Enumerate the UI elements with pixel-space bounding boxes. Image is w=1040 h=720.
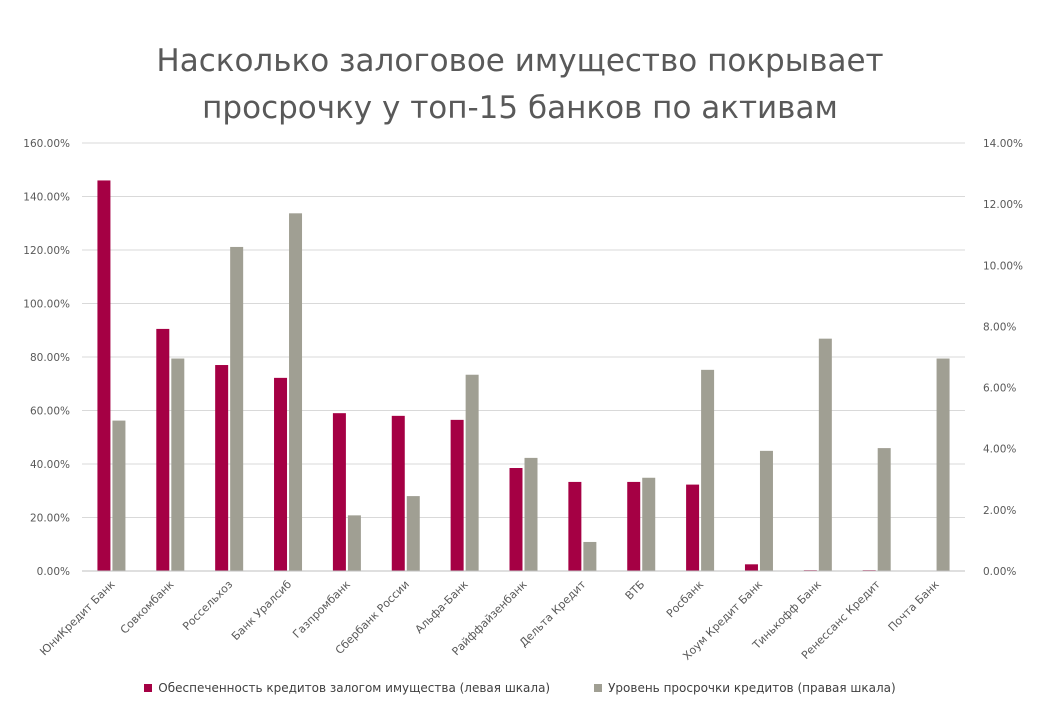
x-category-label: Совкомбанк: [118, 578, 177, 637]
x-category-label: Россельхоз: [180, 578, 235, 633]
x-category-label: Альфа-Банк: [413, 578, 471, 636]
x-category-label: Почта Банк: [886, 578, 942, 634]
x-category-label: Росбанк: [664, 578, 707, 621]
bar-overdue: [701, 369, 715, 571]
y-left-tick-label: 80.00%: [30, 352, 70, 364]
bar-collateral: [274, 377, 288, 571]
y-right-tick-label: 10.00%: [983, 260, 1023, 272]
bar-collateral: [509, 468, 523, 571]
y-right-tick-label: 0.00%: [983, 566, 1016, 578]
legend-label-overdue: Уровень просрочки кредитов (правая шкала…: [608, 681, 896, 695]
y-right-tick-label: 8.00%: [983, 321, 1016, 333]
y-left-tick-label: 100.00%: [23, 299, 70, 311]
bar-collateral: [744, 564, 758, 571]
x-category-label: ЮниКредит Банк: [37, 578, 118, 659]
y-right-tick-label: 6.00%: [983, 383, 1016, 395]
bar-collateral: [450, 419, 464, 571]
bar-overdue: [642, 477, 656, 571]
y-left-tick-label: 140.00%: [23, 192, 70, 204]
y-left-tick-label: 20.00%: [30, 513, 70, 525]
bar-collateral: [156, 328, 170, 571]
chart-title: Насколько залоговое имущество покрывает …: [0, 38, 1040, 132]
legend-item-overdue: Уровень просрочки кредитов (правая шкала…: [594, 681, 896, 695]
bar-overdue: [289, 213, 303, 572]
bar-overdue: [112, 420, 126, 571]
y-right-tick-label: 12.00%: [983, 199, 1023, 211]
y-left-tick-label: 120.00%: [23, 245, 70, 257]
bar-collateral: [686, 484, 700, 571]
legend-swatch-overdue: [594, 684, 603, 692]
bar-collateral: [391, 415, 405, 571]
bar-collateral: [215, 365, 229, 571]
x-category-label: ВТБ: [623, 578, 648, 603]
y-left-tick-label: 40.00%: [30, 459, 70, 471]
bar-overdue: [230, 246, 244, 571]
y-left-tick-label: 0.00%: [37, 566, 70, 578]
y-left-tick-label: 160.00%: [23, 138, 70, 150]
bar-overdue: [406, 496, 420, 571]
bar-overdue: [171, 358, 185, 571]
bar-collateral: [97, 180, 111, 571]
legend: Обеспеченность кредитов залогом имуществ…: [0, 681, 1040, 695]
y-right-tick-label: 2.00%: [983, 505, 1016, 517]
x-category-label: Банк Уралсиб: [229, 578, 294, 643]
bar-overdue: [936, 358, 950, 571]
bar-collateral: [627, 481, 641, 571]
legend-swatch-collateral: [144, 684, 153, 692]
bar-overdue: [347, 515, 361, 571]
bar-overdue: [818, 338, 832, 571]
chart-title-line-1: Насколько залоговое имущество покрывает: [156, 43, 884, 79]
bar-collateral: [568, 481, 582, 571]
bar-overdue: [759, 450, 773, 571]
y-right-tick-label: 14.00%: [983, 138, 1023, 150]
legend-label-collateral: Обеспеченность кредитов залогом имуществ…: [158, 681, 551, 695]
bar-overdue: [877, 448, 891, 571]
y-left-tick-label: 60.00%: [30, 406, 70, 418]
legend-item-collateral: Обеспеченность кредитов залогом имуществ…: [144, 681, 550, 695]
x-category-label: Газпромбанк: [290, 578, 353, 641]
chart-title-line-2: просрочку у топ-15 банков по активам: [202, 90, 838, 126]
y-right-tick-label: 4.00%: [983, 444, 1016, 456]
bar-collateral: [332, 413, 346, 571]
bar-overdue: [583, 541, 597, 571]
bar-overdue: [465, 374, 479, 571]
bar-overdue: [524, 457, 538, 571]
